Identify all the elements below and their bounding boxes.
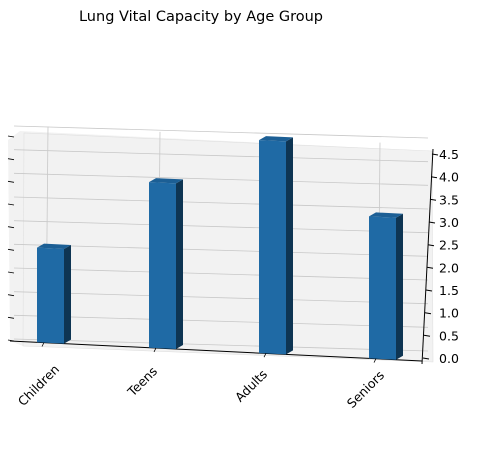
grid-line-horizontal — [13, 196, 429, 210]
x-tick-label: Teens — [124, 364, 160, 400]
z-tick — [429, 198, 437, 201]
z-tick-label: 3.0 — [439, 215, 459, 230]
left-tick — [7, 226, 15, 229]
z-tick-label: 2.0 — [439, 260, 459, 275]
back-pane — [8, 131, 434, 363]
grid-line-horizontal — [13, 172, 429, 186]
bar-side — [286, 137, 293, 355]
left-tick — [7, 248, 15, 251]
x-tick — [153, 347, 157, 353]
bar-children — [37, 243, 71, 344]
grid-line-horizontal — [13, 220, 429, 234]
z-tick — [427, 244, 435, 247]
bar-top — [369, 212, 403, 218]
grid-line-horizontal — [13, 149, 429, 163]
left-tick — [7, 271, 15, 274]
grid-line-horizontal — [13, 267, 429, 281]
z-tick-label: 4.0 — [439, 170, 459, 185]
x-tick — [373, 358, 377, 363]
bar-front — [149, 182, 176, 350]
bar-side — [176, 179, 183, 350]
grid-line-horizontal — [13, 338, 429, 352]
x-tick — [263, 353, 267, 358]
z-tick — [425, 289, 433, 292]
z-tick — [424, 312, 432, 315]
z-tick-label: 4.5 — [439, 147, 459, 162]
z-tick — [426, 266, 434, 269]
z-tick-label: 0.5 — [439, 328, 459, 343]
x-axis-line — [9, 340, 423, 362]
z-tick — [422, 357, 430, 360]
z-tick — [428, 221, 436, 224]
z-tick-label: 2.5 — [439, 238, 459, 253]
bar-side — [396, 213, 403, 360]
z-axis: 0.0 0.5 1.0 1.5 2.0 2.5 3.0 3.5 4.0 4.5 — [7, 135, 459, 366]
z-tick-label: 0.0 — [439, 351, 459, 366]
x-tick — [41, 342, 45, 347]
z-tick — [423, 334, 431, 337]
grid-line-horizontal — [13, 314, 429, 328]
bar-top — [37, 243, 71, 249]
chart-title: Lung Vital Capacity by Age Group — [79, 9, 323, 25]
x-tick-label: Children — [15, 362, 62, 409]
bar-adults — [259, 136, 293, 355]
z-tick — [431, 153, 439, 156]
z-tick-label: 1.5 — [439, 283, 459, 298]
x-tick-label: Seniors — [344, 368, 387, 411]
left-tick — [7, 316, 15, 319]
z-tick-label: 3.5 — [439, 192, 459, 207]
bar-top — [149, 178, 183, 184]
z-axis-line — [421, 148, 434, 365]
bar-teens — [149, 178, 183, 350]
grid-line-horizontal — [13, 291, 429, 305]
left-tick — [7, 339, 15, 342]
bar-seniors — [369, 212, 403, 360]
z-tick-label: 1.0 — [439, 306, 459, 321]
bar-side — [64, 244, 71, 344]
left-tick — [7, 135, 15, 138]
left-tick — [7, 294, 15, 297]
grid-line-horizontal — [13, 243, 429, 257]
left-tick — [7, 180, 15, 183]
bars — [37, 136, 403, 360]
pane-back-wall — [22, 132, 434, 363]
bar-front — [259, 140, 286, 355]
z-tick — [430, 176, 438, 179]
grid-line-horizontal — [13, 125, 429, 139]
bar-front — [37, 247, 64, 344]
x-tick-label: Adults — [232, 367, 270, 405]
left-tick — [7, 203, 15, 206]
bar-top — [259, 136, 293, 142]
left-tick — [7, 158, 15, 161]
bar-front — [369, 216, 396, 360]
floor-axis — [9, 340, 423, 362]
